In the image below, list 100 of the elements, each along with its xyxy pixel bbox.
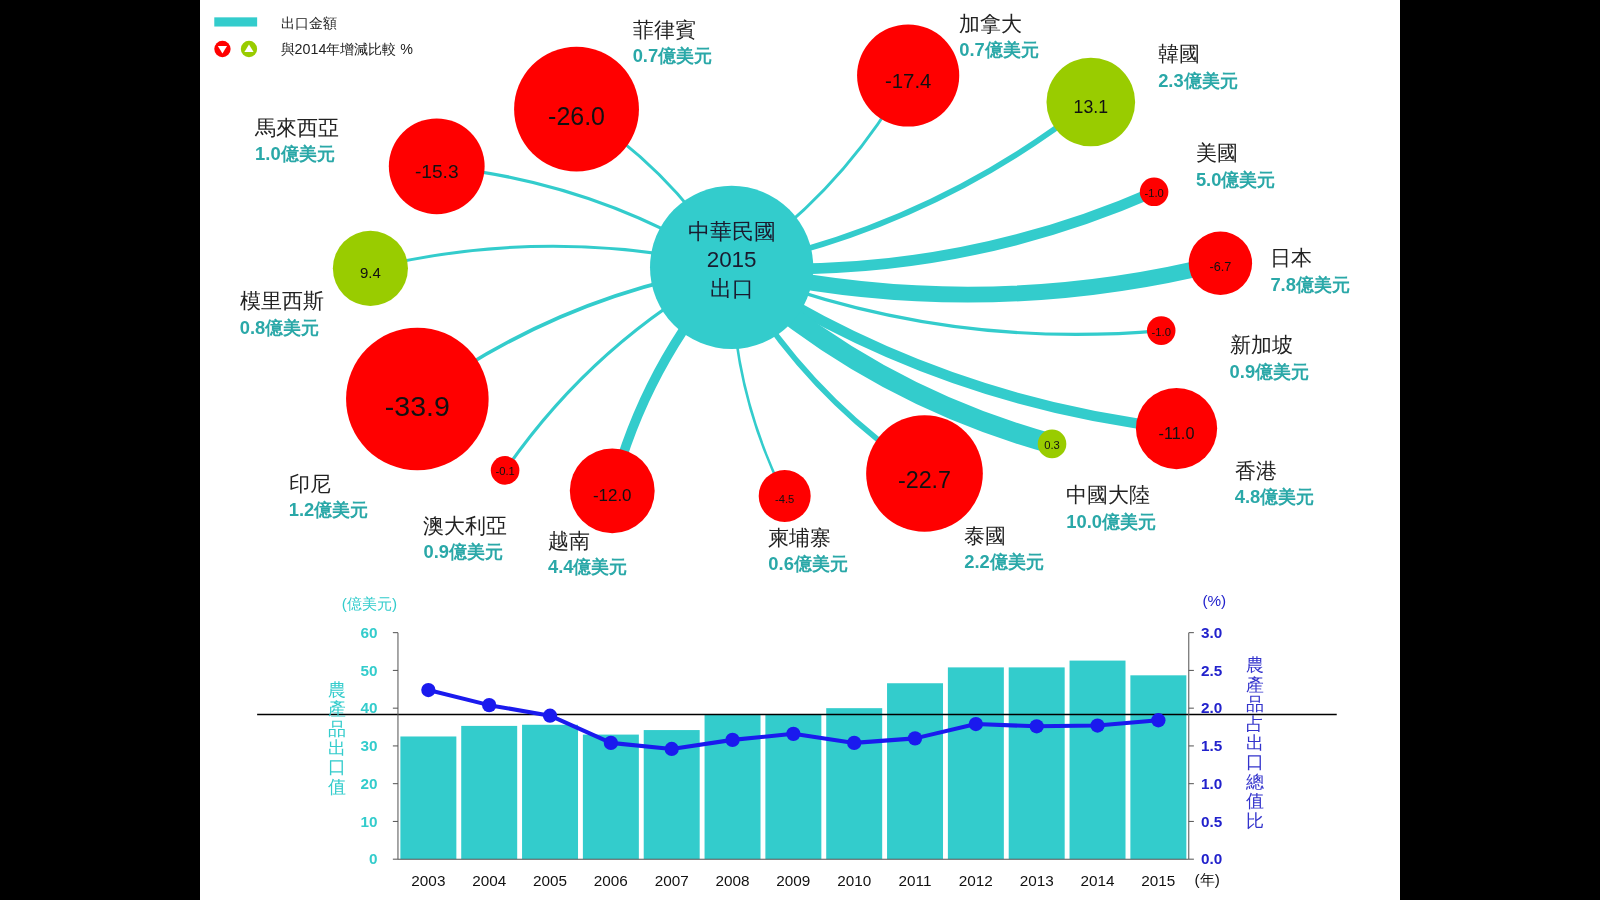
x-tick-label: 2005: [533, 871, 568, 889]
category-label: 韓國: [1158, 42, 1201, 67]
point: [421, 682, 436, 698]
text: (年): [1194, 870, 1220, 888]
data-label: 0.7億美元: [959, 39, 1039, 61]
category-label: 泰國: [964, 523, 1007, 548]
text: 中華民國 2015 出口: [687, 218, 776, 301]
x-tick-label: 2008: [715, 871, 750, 889]
text: (億美元): [341, 595, 397, 613]
point: [482, 698, 497, 713]
bar: [765, 714, 822, 860]
data-label: 4.8億美元: [1234, 486, 1315, 508]
point: [1151, 713, 1166, 728]
point: [968, 716, 984, 732]
data-label: 4.4億美元: [547, 556, 628, 578]
data-label: 2.2億美元: [964, 551, 1044, 573]
y-tick-label: 40: [360, 699, 378, 717]
data-label: 0.3: [1044, 438, 1060, 451]
y2-tick-label: 0.5: [1201, 812, 1223, 830]
data-label: 0.6億美元: [768, 553, 848, 575]
data-label: -17.4: [884, 70, 932, 93]
data-label: 13.1: [1073, 96, 1109, 117]
point: [1090, 718, 1105, 733]
bar: [522, 724, 579, 860]
category-label: 澳大利亞: [423, 513, 508, 538]
category-label: 中國大陸: [1066, 483, 1151, 508]
category-label: 越南: [547, 528, 590, 553]
data-label: -33.9: [384, 390, 450, 423]
category-label: 美國: [1195, 141, 1238, 166]
y-tick-label: 60: [360, 623, 378, 641]
category-label: 菲律賓: [632, 17, 696, 42]
bar: [582, 734, 639, 860]
y2-tick-label: 0.0: [1201, 850, 1223, 868]
data-label: 0.8億美元: [239, 316, 320, 338]
y2-tick-label: 3.0: [1201, 623, 1223, 641]
data-label: -15.3: [414, 161, 459, 183]
data-label: -26.0: [548, 101, 605, 130]
data-label: -1.0: [1151, 325, 1171, 338]
y-tick-label: 50: [360, 661, 378, 679]
data-label: -22.7: [897, 466, 952, 493]
x-tick-label: 2003: [411, 871, 446, 889]
bar: [400, 736, 457, 860]
point: [725, 732, 740, 748]
data-label: -11.0: [1158, 423, 1195, 442]
text: (%): [1202, 592, 1227, 610]
y2-tick-label: 2.0: [1201, 699, 1223, 717]
data-label: 7.8億美元: [1270, 273, 1350, 295]
legend-label: 出口金額: [280, 14, 337, 31]
data-label: -0.1: [495, 465, 515, 478]
x-tick-label: 2011: [898, 871, 932, 889]
category-label: 加拿大: [959, 11, 1023, 36]
x-tick-label: 2010: [837, 871, 872, 889]
x-tick-label: 2007: [654, 871, 689, 889]
bar: [947, 667, 1004, 860]
category-label: 模里西斯: [239, 289, 324, 314]
x-tick-label: 2012: [958, 871, 993, 889]
data-label: 0.9億美元: [423, 541, 503, 563]
category-label: 馬來西亞: [254, 115, 340, 140]
text: 農產品占出口總值比: [1246, 654, 1265, 831]
legend-label: 與2014年增減比較 %: [280, 41, 414, 58]
point: [542, 708, 558, 723]
bar: [887, 683, 944, 860]
bar: [1069, 660, 1126, 860]
x-tick-label: 2004: [472, 871, 507, 889]
point: [847, 735, 862, 751]
data-label: 1.0億美元: [255, 143, 335, 165]
y2-tick-label: 1.5: [1201, 737, 1223, 755]
data-label: -4.5: [775, 492, 795, 505]
bar: [704, 714, 761, 860]
point: [907, 731, 923, 746]
data-label: 10.0億美元: [1066, 510, 1157, 532]
point: [786, 726, 801, 741]
category-label: 柬埔寨: [768, 525, 832, 550]
data-label: 1.2億美元: [288, 499, 369, 521]
data-label: -6.7: [1209, 260, 1232, 275]
point: [664, 741, 679, 757]
category-label: 印尼: [288, 471, 331, 496]
y-tick-label: 30: [360, 737, 378, 755]
y-axis-title: 農產品出口值: [327, 678, 346, 797]
x-tick-label: 2013: [1019, 871, 1054, 889]
category-label: 日本: [1270, 246, 1313, 271]
data-label: 0.9億美元: [1229, 360, 1310, 382]
category-label: 新加坡: [1229, 333, 1293, 358]
y-tick-label: 10: [360, 812, 378, 830]
bar: [826, 708, 883, 860]
y-tick-label: 0: [369, 850, 378, 868]
x-tick-label: 2006: [593, 871, 628, 889]
bar: [461, 725, 518, 860]
data-label: -1.0: [1144, 186, 1164, 199]
data-label: 5.0億美元: [1195, 168, 1276, 190]
category-label: 香港: [1234, 458, 1277, 483]
y2-tick-label: 1.0: [1201, 774, 1223, 792]
data-label: 2.3億美元: [1158, 69, 1238, 91]
y-tick-label: 20: [360, 774, 378, 792]
x-tick-label: 2015: [1141, 871, 1176, 889]
point: [1029, 719, 1044, 734]
x-tick-label: 2009: [776, 871, 811, 889]
point: [603, 735, 619, 751]
y2-tick-label: 2.5: [1201, 661, 1223, 679]
data-label: 0.7億美元: [632, 45, 713, 67]
